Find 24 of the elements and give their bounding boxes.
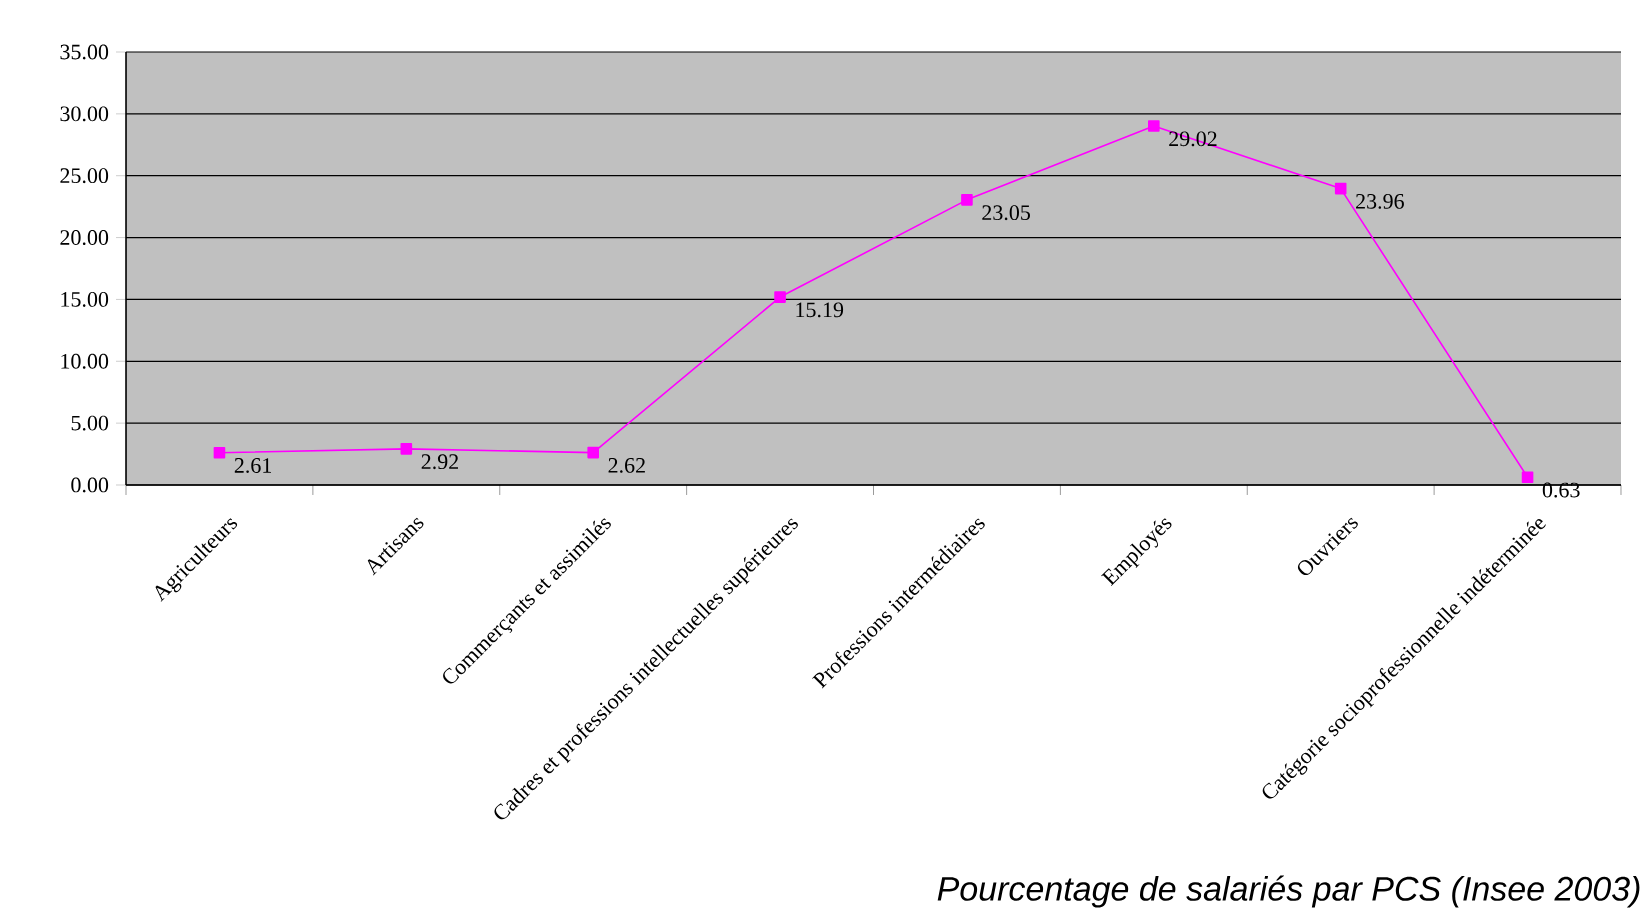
y-tick-label: 30.00 <box>60 106 109 122</box>
point <box>774 291 786 303</box>
point <box>587 446 599 459</box>
y-tick-label: 10.00 <box>61 353 109 369</box>
data-label: 15.19 <box>796 302 844 318</box>
data-label: 2.61 <box>234 458 272 473</box>
y-tick-label: 25.00 <box>60 168 109 184</box>
y-tick-label: 5.00 <box>71 415 109 431</box>
y-tick-label: 35.00 <box>60 44 109 60</box>
point <box>213 446 226 459</box>
y-tick-label: 0.00 <box>71 477 109 493</box>
data-label: 2.92 <box>421 454 459 470</box>
data-label: 23.05 <box>982 205 1030 221</box>
y-tick-label: 20.00 <box>60 230 109 246</box>
point <box>1334 182 1347 195</box>
data-label: 0.63 <box>1542 482 1580 498</box>
point <box>1148 120 1160 132</box>
point <box>400 443 413 455</box>
data-label: 2.62 <box>608 457 645 473</box>
point <box>961 194 973 206</box>
text: Pourcentage de salariés par PCS (Insee 2003) <box>937 875 1640 908</box>
data-label: 23.96 <box>1356 193 1404 209</box>
y-tick-label: 15.00 <box>61 291 109 307</box>
point <box>1521 471 1534 483</box>
